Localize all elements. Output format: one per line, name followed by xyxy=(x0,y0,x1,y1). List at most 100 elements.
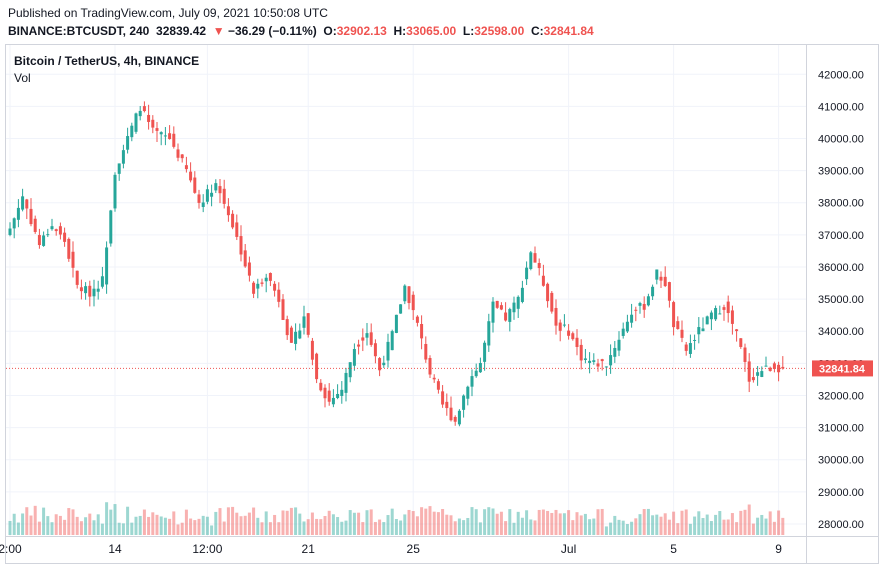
candle-body[interactable] xyxy=(79,287,83,292)
candle-body[interactable] xyxy=(432,377,436,380)
candle-body[interactable] xyxy=(105,247,109,285)
candle-body[interactable] xyxy=(667,282,671,301)
candle-body[interactable] xyxy=(184,165,188,170)
candle-body[interactable] xyxy=(735,329,739,332)
candle-body[interactable] xyxy=(504,312,508,321)
candle-body[interactable] xyxy=(777,364,781,373)
candle-body[interactable] xyxy=(298,330,302,339)
candle-body[interactable] xyxy=(336,393,340,398)
candle-body[interactable] xyxy=(71,251,75,268)
candle-body[interactable] xyxy=(235,222,239,237)
candle-body[interactable] xyxy=(29,208,33,225)
candle-body[interactable] xyxy=(214,183,218,191)
candle-body[interactable] xyxy=(634,309,638,311)
candle-body[interactable] xyxy=(302,316,306,328)
candle-body[interactable] xyxy=(541,275,545,286)
candle-body[interactable] xyxy=(709,312,713,320)
candle-body[interactable] xyxy=(525,267,529,280)
candle-body[interactable] xyxy=(151,119,155,128)
candle-body[interactable] xyxy=(411,294,415,311)
candle-body[interactable] xyxy=(340,389,344,396)
candle-body[interactable] xyxy=(441,391,445,405)
candle-body[interactable] xyxy=(113,174,117,209)
candle-body[interactable] xyxy=(117,163,121,174)
candle-body[interactable] xyxy=(781,366,785,369)
candle-body[interactable] xyxy=(474,370,478,377)
candle-body[interactable] xyxy=(705,316,709,325)
candle-body[interactable] xyxy=(491,301,495,323)
candle-body[interactable] xyxy=(562,324,566,326)
candle-body[interactable] xyxy=(352,349,356,366)
candle-body[interactable] xyxy=(575,337,579,347)
candle-body[interactable] xyxy=(625,321,629,332)
candle-body[interactable] xyxy=(92,288,96,297)
candle-body[interactable] xyxy=(8,228,12,235)
candle-body[interactable] xyxy=(327,390,331,402)
candle-body[interactable] xyxy=(382,362,386,366)
candle-body[interactable] xyxy=(180,154,184,159)
candle-body[interactable] xyxy=(88,285,92,297)
candle-body[interactable] xyxy=(277,289,281,302)
candle-body[interactable] xyxy=(688,343,692,354)
candle-body[interactable] xyxy=(155,128,159,131)
candle-body[interactable] xyxy=(743,347,747,362)
candle-body[interactable] xyxy=(403,285,407,302)
candle-body[interactable] xyxy=(50,226,54,230)
candle-body[interactable] xyxy=(651,286,655,297)
candle-body[interactable] xyxy=(680,329,684,338)
candle-body[interactable] xyxy=(579,344,583,361)
candle-body[interactable] xyxy=(344,372,348,393)
candle-body[interactable] xyxy=(747,361,751,382)
candle-body[interactable] xyxy=(33,218,37,232)
candle-body[interactable] xyxy=(592,360,596,362)
candle-body[interactable] xyxy=(630,314,634,323)
candle-body[interactable] xyxy=(100,276,104,287)
candle-body[interactable] xyxy=(772,363,776,370)
candle-body[interactable] xyxy=(130,125,134,138)
candle-body[interactable] xyxy=(520,287,524,302)
candle-body[interactable] xyxy=(126,136,130,150)
candle-body[interactable] xyxy=(193,177,197,193)
candle-body[interactable] xyxy=(533,253,537,263)
candle-body[interactable] xyxy=(386,341,390,361)
candle-body[interactable] xyxy=(558,322,562,331)
candle-body[interactable] xyxy=(252,282,256,294)
candle-body[interactable] xyxy=(348,362,352,378)
candle-body[interactable] xyxy=(390,331,394,351)
candle-body[interactable] xyxy=(571,333,575,340)
candle-body[interactable] xyxy=(676,321,680,329)
candle-body[interactable] xyxy=(247,262,251,276)
candle-body[interactable] xyxy=(331,397,335,405)
candle-body[interactable] xyxy=(457,410,461,425)
candle-body[interactable] xyxy=(134,113,138,132)
candle-body[interactable] xyxy=(453,416,457,422)
candle-body[interactable] xyxy=(537,263,541,269)
candle-body[interactable] xyxy=(424,343,428,360)
candle-body[interactable] xyxy=(147,114,151,122)
candle-body[interactable] xyxy=(760,371,764,377)
candle-body[interactable] xyxy=(399,304,403,314)
price-axis[interactable]: 42000.00 41000.00 40000.00 39000.00 38000.00… xyxy=(818,69,864,531)
candle-body[interactable] xyxy=(436,381,440,390)
candle-body[interactable] xyxy=(663,276,667,287)
candle-body[interactable] xyxy=(319,382,323,391)
candle-body[interactable] xyxy=(289,327,293,343)
symbol-label[interactable]: BINANCE:BTCUSDT, 240 xyxy=(8,24,150,38)
candle-body[interactable] xyxy=(449,407,453,421)
candle-body[interactable] xyxy=(600,359,604,362)
candle-body[interactable] xyxy=(42,235,46,246)
candle-body[interactable] xyxy=(357,344,361,347)
candle-body[interactable] xyxy=(361,337,365,341)
candle-body[interactable] xyxy=(163,135,167,137)
candle-body[interactable] xyxy=(310,340,314,360)
candle-body[interactable] xyxy=(264,277,268,282)
candle-body[interactable] xyxy=(588,360,592,363)
candle-body[interactable] xyxy=(516,296,520,309)
candle-body[interactable] xyxy=(63,232,67,242)
candle-body[interactable] xyxy=(730,310,734,324)
candle-body[interactable] xyxy=(646,296,650,306)
candle-body[interactable] xyxy=(189,171,193,181)
candle-body[interactable] xyxy=(369,332,373,345)
candle-body[interactable] xyxy=(407,286,411,304)
candle-body[interactable] xyxy=(121,150,125,164)
